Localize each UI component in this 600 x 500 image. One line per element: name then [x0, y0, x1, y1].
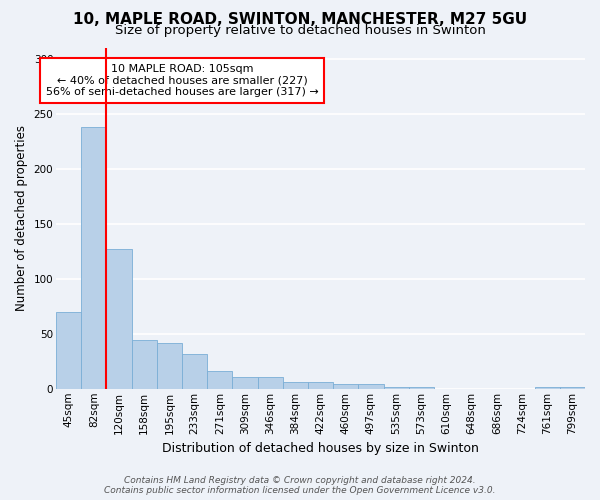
Text: 10 MAPLE ROAD: 105sqm
← 40% of detached houses are smaller (227)
56% of semi-det: 10 MAPLE ROAD: 105sqm ← 40% of detached …	[46, 64, 319, 97]
Bar	[535, 386, 560, 389]
Bar	[358, 384, 383, 389]
Text: Contains HM Land Registry data © Crown copyright and database right 2024.
Contai: Contains HM Land Registry data © Crown c…	[104, 476, 496, 495]
Text: 10, MAPLE ROAD, SWINTON, MANCHESTER, M27 5GU: 10, MAPLE ROAD, SWINTON, MANCHESTER, M27…	[73, 12, 527, 28]
Bar	[56, 312, 81, 389]
Bar	[560, 386, 585, 389]
Bar	[232, 376, 257, 389]
Bar	[207, 371, 232, 389]
Bar	[106, 249, 131, 389]
Bar	[81, 127, 106, 389]
Bar	[308, 382, 333, 389]
Bar	[333, 384, 358, 389]
Bar	[182, 354, 207, 389]
Bar	[157, 342, 182, 389]
X-axis label: Distribution of detached houses by size in Swinton: Distribution of detached houses by size …	[162, 442, 479, 455]
Bar	[283, 382, 308, 389]
Y-axis label: Number of detached properties: Number of detached properties	[15, 125, 28, 311]
Bar	[131, 340, 157, 389]
Bar	[257, 376, 283, 389]
Text: Size of property relative to detached houses in Swinton: Size of property relative to detached ho…	[115, 24, 485, 37]
Bar	[409, 386, 434, 389]
Bar	[383, 386, 409, 389]
